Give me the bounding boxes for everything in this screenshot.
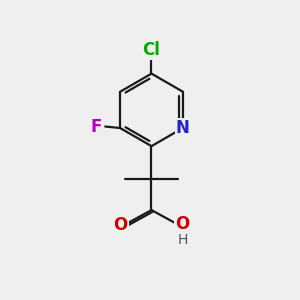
Text: N: N xyxy=(176,119,190,137)
Text: O: O xyxy=(113,216,128,234)
Text: Cl: Cl xyxy=(142,41,160,59)
Text: O: O xyxy=(175,215,190,233)
Text: F: F xyxy=(90,118,101,136)
Text: H: H xyxy=(177,233,188,247)
